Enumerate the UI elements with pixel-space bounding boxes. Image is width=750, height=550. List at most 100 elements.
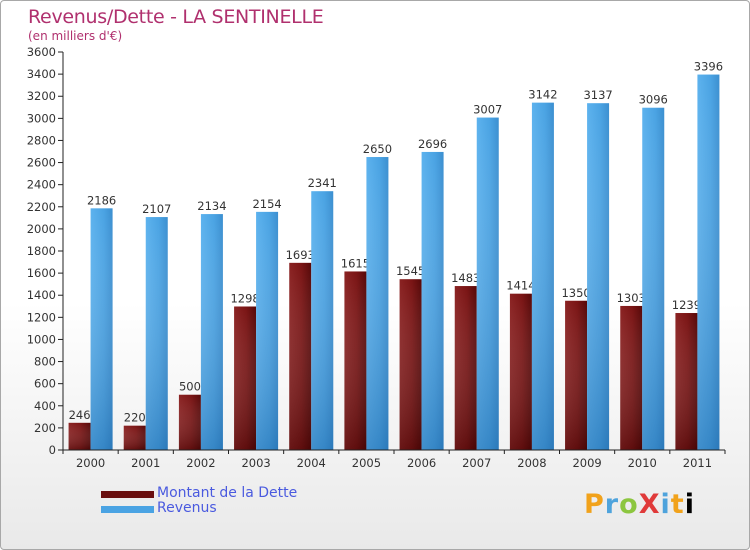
- x-tick-label: 2007: [462, 456, 491, 470]
- revenue-bar-label: 2696: [418, 137, 447, 151]
- chart-title: Revenus/Dette - LA SENTINELLE: [28, 6, 324, 28]
- revenue-bar: [697, 74, 720, 450]
- debt-bar: [620, 305, 643, 450]
- logo-letter: t: [670, 489, 685, 520]
- revenue-bar-label: 3137: [583, 88, 612, 102]
- y-tick-label: 400: [34, 399, 56, 413]
- revenue-bar-shade: [697, 74, 720, 450]
- y-tick-label: 2400: [27, 178, 56, 192]
- revenue-bar-label: 2186: [87, 193, 116, 207]
- revenue-bar: [200, 214, 223, 450]
- legend-swatch-revenue: [101, 506, 154, 513]
- x-tick-label: 2001: [131, 456, 160, 470]
- debt-bar-label: 1693: [286, 248, 315, 262]
- debt-bar-label: 1350: [561, 286, 590, 300]
- revenue-bar: [366, 157, 389, 450]
- x-tick-label: 2010: [628, 456, 657, 470]
- logo-letter: X: [638, 489, 661, 520]
- y-tick-label: 2600: [27, 156, 56, 170]
- debt-bar-label: 1298: [230, 291, 259, 305]
- y-tick-label: 200: [34, 421, 56, 435]
- revenue-bar-shade: [145, 217, 168, 450]
- y-tick-label: 600: [34, 377, 56, 391]
- y-tick-label: 800: [34, 355, 56, 369]
- debt-bar-shade: [675, 313, 698, 450]
- y-tick-label: 1800: [27, 244, 56, 258]
- y-tick-label: 2000: [27, 222, 56, 236]
- debt-bar-shade: [399, 279, 422, 450]
- revenue-bar-shade: [256, 211, 279, 450]
- debt-bar: [289, 262, 312, 450]
- revenue-bar: [642, 107, 665, 450]
- debt-bar-shade: [454, 286, 477, 450]
- debt-bar-label: 246: [69, 408, 91, 422]
- debt-bar: [234, 306, 257, 450]
- debt-bar: [675, 313, 698, 450]
- x-tick-label: 2005: [352, 456, 381, 470]
- revenue-bar: [90, 208, 113, 450]
- proxiti-logo: ProXiti: [584, 489, 695, 520]
- revenue-bar: [476, 117, 499, 450]
- revenue-bar-shade: [531, 102, 554, 450]
- debt-bar-shade: [509, 293, 532, 450]
- y-tick-label: 1000: [27, 332, 56, 346]
- legend-label-debt: Montant de la Dette: [157, 485, 298, 501]
- revenue-bar-label: 3007: [473, 103, 502, 117]
- revenue-bar: [531, 102, 554, 450]
- bars-layer: 246 2186 220 2107 500 2134 1298 2154 1693 2341 161…: [68, 60, 723, 451]
- revenue-bar-label: 3396: [694, 60, 723, 74]
- debt-bar-shade: [565, 300, 588, 450]
- x-tick-label: 2009: [572, 456, 601, 470]
- x-tick-label: 2003: [241, 456, 270, 470]
- y-tick-label: 3400: [27, 67, 56, 81]
- logo-letter: i: [660, 489, 671, 520]
- debt-bar-label: 220: [124, 411, 146, 425]
- debt-bar-label: 1303: [617, 291, 646, 305]
- revenue-bar-shade: [476, 117, 499, 450]
- revenue-bar: [421, 151, 444, 451]
- revenue-bar-shade: [90, 208, 113, 450]
- revenue-bar-label: 2650: [363, 142, 392, 156]
- x-axis: 2000 2001 2002 2003 2004 2005 2006 2007 2008 2009…: [62, 449, 726, 470]
- debt-bar: [454, 286, 477, 450]
- debt-bar: [565, 300, 588, 450]
- debt-bar-shade: [234, 306, 257, 450]
- x-tick-label: 2006: [407, 456, 436, 470]
- debt-bar-label: 1545: [396, 264, 425, 278]
- debt-bar-label: 500: [179, 380, 201, 394]
- y-tick-label: 3600: [27, 45, 56, 59]
- debt-bar-label: 1615: [341, 256, 370, 270]
- chart-subtitle: (en milliers d'€): [28, 29, 123, 43]
- debt-bar-shade: [68, 422, 91, 450]
- revenue-bar-label: 3096: [639, 93, 668, 107]
- debt-bar-label: 1483: [451, 271, 480, 285]
- x-tick-label: 2011: [683, 456, 712, 470]
- debt-bar-shade: [178, 394, 201, 450]
- legend-swatch-debt: [101, 491, 154, 498]
- x-tick-label: 2008: [517, 456, 546, 470]
- y-tick-label: 2200: [27, 200, 56, 214]
- logo-letter: P: [584, 489, 605, 520]
- x-tick-label: 2004: [297, 456, 326, 470]
- revenue-bar-shade: [587, 103, 610, 450]
- debt-bar-label: 1414: [506, 279, 535, 293]
- y-tick-label: 2800: [27, 133, 56, 147]
- revenue-bar-shade: [311, 191, 334, 450]
- y-tick-label: 0: [49, 443, 56, 457]
- debt-bar: [68, 422, 91, 450]
- x-tick-label: 2002: [186, 456, 215, 470]
- revenue-bar-label: 2341: [308, 176, 337, 190]
- revenue-bar-shade: [200, 214, 223, 450]
- revenue-bar-shade: [366, 157, 389, 450]
- logo-letter: r: [604, 489, 620, 520]
- revenue-bar-shade: [421, 151, 444, 451]
- debt-bar-label: 1239: [672, 298, 701, 312]
- revenue-bar-label: 3142: [528, 88, 557, 102]
- y-tick-label: 1400: [27, 288, 56, 302]
- revenue-bar: [311, 191, 334, 450]
- debt-bar: [123, 425, 146, 450]
- revenue-bar: [256, 211, 279, 450]
- debt-bar: [399, 279, 422, 450]
- revenue-bar: [145, 217, 168, 450]
